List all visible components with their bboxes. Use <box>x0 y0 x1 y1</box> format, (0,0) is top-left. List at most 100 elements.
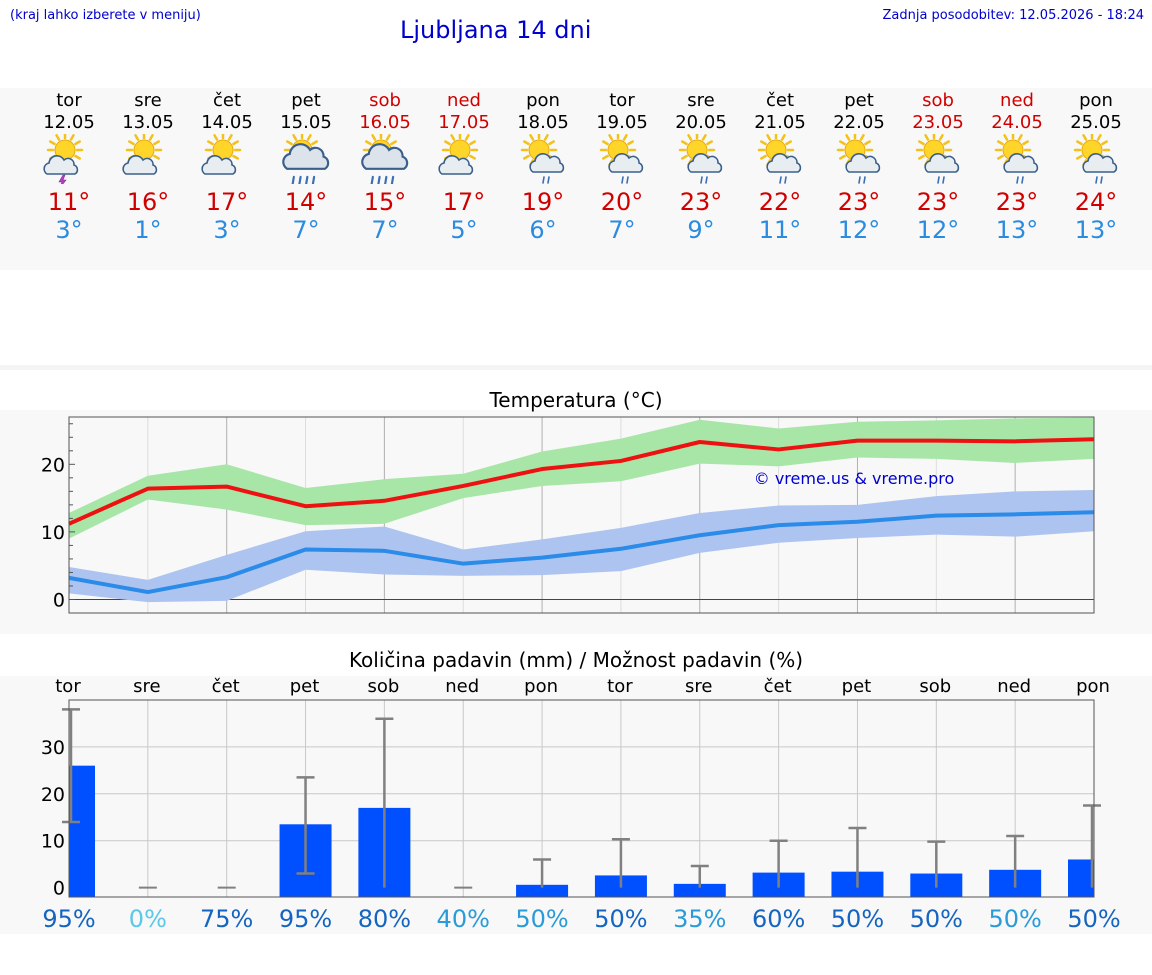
min-temperature: 11° <box>758 216 802 244</box>
precipitation-bar <box>673 883 726 897</box>
day-date: 19.05 <box>596 112 648 133</box>
plot-frame <box>68 699 1095 898</box>
precipitation-bar <box>1068 859 1094 897</box>
min-temperature: 12° <box>916 216 960 244</box>
temperature-line <box>68 437 1095 526</box>
min-temperature: 13° <box>1074 216 1118 244</box>
max-temperature: 24° <box>1074 188 1118 216</box>
day-date: 12.05 <box>43 112 95 133</box>
sun-cloud-icon <box>436 131 492 184</box>
error-bar <box>533 858 552 888</box>
temperature-range-band <box>69 417 1094 539</box>
day-column: tor 19.05 20° 7° <box>582 90 662 244</box>
day-date: 16.05 <box>359 112 411 133</box>
last-update: Zadnja posodobitev: 12.05.2026 - 18:24 <box>882 8 1144 23</box>
page-title: Ljubljana 14 dni <box>400 16 592 44</box>
day-date: 13.05 <box>122 112 174 133</box>
day-date: 22.05 <box>833 112 885 133</box>
day-column: čet 21.05 22° 11° <box>740 90 820 244</box>
x-category-label: sob <box>919 676 951 697</box>
x-category-label: ned <box>445 676 479 697</box>
precipitation-probability: 35% <box>673 905 726 933</box>
day-name: sob <box>922 90 954 111</box>
error-bar <box>769 839 788 888</box>
day-column: pon 18.05 19° 6° <box>503 90 583 244</box>
max-temperature: 17° <box>205 188 249 216</box>
max-temperature: 23° <box>837 188 881 216</box>
min-temperature: 9° <box>687 216 715 244</box>
precipitation-probability: 50% <box>1067 905 1120 933</box>
day-name: ned <box>1000 90 1034 111</box>
x-category-label: pet <box>842 676 872 697</box>
error-bar <box>690 864 709 888</box>
plot-area <box>69 700 1094 897</box>
day-name: tor <box>609 90 635 111</box>
day-name: sre <box>687 90 715 111</box>
error-bar <box>62 708 80 824</box>
y-tick-label: 20 <box>41 784 65 806</box>
error-bar <box>611 838 630 888</box>
x-category-label: čet <box>764 676 792 697</box>
day-name: ned <box>447 90 481 111</box>
precipitation-probability: 50% <box>831 905 884 933</box>
day-name: čet <box>212 90 242 111</box>
y-tick-label: 0 <box>53 878 65 900</box>
day-date: 21.05 <box>754 112 806 133</box>
day-date: 25.05 <box>1070 112 1122 133</box>
location-menu-hint[interactable]: (kraj lahko izberete v meniju) <box>10 8 201 23</box>
day-column: čet 14.05 17° 3° <box>187 90 267 244</box>
x-category-label: ned <box>997 676 1031 697</box>
precipitation-probability: 40% <box>437 905 490 933</box>
day-name: tor <box>56 90 82 111</box>
x-category-label: tor <box>607 676 633 697</box>
day-column: ned 24.05 23° 13° <box>977 90 1057 244</box>
day-column: tor 12.05 11° 3° <box>29 90 109 244</box>
precipitation-probability: 0% <box>129 905 167 933</box>
day-name: pon <box>526 90 560 111</box>
precipitation-bar <box>516 884 569 897</box>
precipitation-chart: tor sre čet pet sob ned pon tor sre čet pet sob ned p… <box>41 676 1121 933</box>
max-temperature: 23° <box>916 188 960 216</box>
precipitation-probability: 95% <box>279 905 332 933</box>
temperature-chart-title: Temperatura (°C) <box>489 388 663 412</box>
error-bar <box>1006 834 1025 888</box>
x-category-label: tor <box>55 676 81 697</box>
precipitation-probability: 95% <box>42 905 95 933</box>
min-temperature: 3° <box>213 216 241 244</box>
x-category-label: pon <box>524 676 558 697</box>
sun-cloud-rain-light-icon <box>673 131 729 184</box>
precipitation-probability: 50% <box>910 905 963 933</box>
y-tick-label: 10 <box>41 831 65 853</box>
x-category-label: čet <box>212 676 240 697</box>
precipitation-probability: 50% <box>594 905 647 933</box>
max-temperature: 11° <box>47 188 91 216</box>
day-column: sob 23.05 23° 12° <box>898 90 978 244</box>
daily-forecast-strip <box>0 88 1152 270</box>
min-temperature: 12° <box>837 216 881 244</box>
min-temperature: 1° <box>134 216 162 244</box>
min-temperature: 13° <box>995 216 1039 244</box>
max-temperature: 22° <box>758 188 802 216</box>
day-name: pon <box>1079 90 1113 111</box>
precipitation-probability: 75% <box>200 905 253 933</box>
min-temperature: 3° <box>55 216 83 244</box>
max-temperature: 23° <box>679 188 723 216</box>
y-tick-label: 10 <box>41 522 65 544</box>
precipitation-chart-title: Količina padavin (mm) / Možnost padavin … <box>348 648 804 672</box>
x-category-label: sre <box>133 676 160 697</box>
precipitation-bar <box>69 765 95 897</box>
error-bar <box>375 717 394 888</box>
x-category-label: pet <box>290 676 320 697</box>
precipitation-probability: 60% <box>752 905 805 933</box>
section-divider <box>0 365 1152 370</box>
max-temperature: 17° <box>442 188 486 216</box>
x-category-label: sre <box>685 676 712 697</box>
day-column: sob 16.05 15° 7° <box>345 90 425 244</box>
temperature-range-band <box>69 489 1094 603</box>
y-tick-label: 0 <box>53 589 65 611</box>
sun-cloud-rain-light-icon <box>594 131 650 184</box>
precipitation-probability: 50% <box>515 905 568 933</box>
error-bar <box>927 840 946 888</box>
max-temperature: 14° <box>284 188 328 216</box>
temperature-chart: 0 10 20 © vreme.us & vreme.pro <box>41 416 1095 614</box>
